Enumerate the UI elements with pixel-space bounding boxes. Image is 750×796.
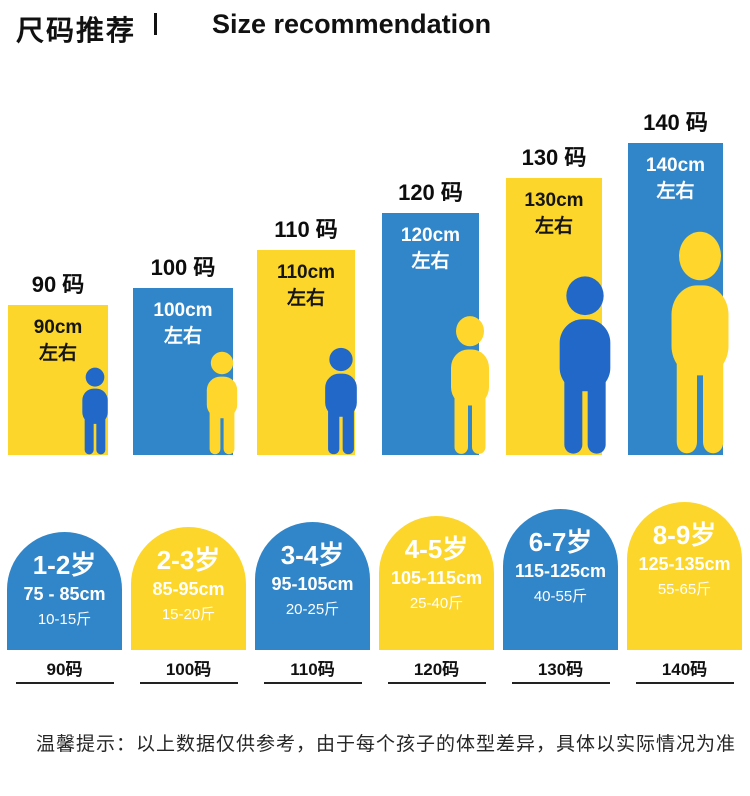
bar-approx: 左右 <box>38 342 77 364</box>
page-title-en: Size recommendation <box>212 9 492 39</box>
dome-height-range: 75 - 85cm <box>23 584 106 604</box>
header-divider <box>154 13 157 35</box>
bar-height-text: 120cm 左右 <box>382 213 479 274</box>
bar-size-label-90: 90 码 <box>31 272 85 297</box>
disclaimer-note: 温馨提示：以上数据仅供参考，由于每个孩子的体型差异，具体以实际情况为准 <box>36 734 737 755</box>
age-dome-2-3: 2-3岁 85-95cm 15-20斤 <box>131 527 246 650</box>
child-figure-icon <box>440 315 500 455</box>
child-figure-icon <box>198 351 246 455</box>
age-dome-3-4: 3-4岁 95-105cm 20-25斤 <box>255 522 370 650</box>
dome-size-label-100: 100码 <box>165 660 212 679</box>
dome-age: 4-5岁 <box>404 534 469 564</box>
dome-age: 1-2岁 <box>32 550 97 580</box>
dome-height-range: 85-95cm <box>152 579 225 599</box>
dome-weight-range: 20-25斤 <box>285 601 340 618</box>
size-underline <box>264 682 362 684</box>
age-dome-4-5: 4-5岁 105-115cm 25-40斤 <box>379 516 494 650</box>
bar-approx: 左右 <box>411 250 450 272</box>
size-underline <box>636 682 734 684</box>
dome-height-range: 95-105cm <box>271 574 354 594</box>
bar-height-text: 140cm 左右 <box>628 143 723 204</box>
dome-age: 6-7岁 <box>528 527 593 557</box>
bar-size-label-140: 140 码 <box>643 110 708 135</box>
bar-approx: 左右 <box>286 287 325 309</box>
dome-size-label-120: 120码 <box>413 660 460 679</box>
dome-size-label-140: 140码 <box>661 660 708 679</box>
bar-approx: 左右 <box>656 180 695 202</box>
child-figure-icon <box>316 347 366 455</box>
dome-age: 2-3岁 <box>156 545 221 575</box>
dome-size-label-110: 110码 <box>290 660 335 679</box>
bar-cm: 130cm <box>524 190 584 211</box>
dome-weight-range: 25-40斤 <box>409 595 464 612</box>
child-figure-icon <box>545 275 625 455</box>
bar-cm: 100cm <box>153 300 213 321</box>
dome-size-label-90: 90码 <box>46 660 83 679</box>
dome-height-range: 105-115cm <box>390 568 483 588</box>
bar-size-label-130: 130 码 <box>521 145 587 170</box>
age-dome-1-2: 1-2岁 75 - 85cm 10-15斤 <box>7 532 122 650</box>
size-underline <box>512 682 610 684</box>
dome-age: 3-4岁 <box>280 540 345 570</box>
dome-weight-range: 10-15斤 <box>37 611 92 628</box>
bar-size-label-120: 120 码 <box>398 180 463 205</box>
dome-weight-range: 55-65斤 <box>657 581 712 598</box>
dome-weight-range: 40-55斤 <box>533 588 588 605</box>
bar-height-text: 90cm 左右 <box>8 305 108 366</box>
size-underline <box>388 682 486 684</box>
dome-age: 8-9岁 <box>652 520 717 550</box>
page-title-zh: 尺码推荐 <box>16 15 137 46</box>
bar-height-text: 100cm 左右 <box>133 288 233 349</box>
child-figure-icon <box>75 367 115 455</box>
bar-cm: 90cm <box>33 317 83 338</box>
bar-cm: 120cm <box>400 225 461 246</box>
age-dome-8-9: 8-9岁 125-135cm 55-65斤 <box>627 502 742 650</box>
bar-cm: 110cm <box>276 262 336 283</box>
dome-height-range: 125-135cm <box>638 554 731 574</box>
child-figure-icon <box>655 230 745 455</box>
bar-height-text: 110cm 左右 <box>257 250 355 311</box>
size-underline <box>140 682 238 684</box>
age-dome-6-7: 6-7岁 115-125cm 40-55斤 <box>503 509 618 650</box>
dome-size-label-130: 130码 <box>537 660 584 679</box>
bar-130: 130cm 左右 <box>506 178 602 455</box>
bar-cm: 140cm <box>645 155 706 176</box>
bar-size-label-110: 110 码 <box>274 217 338 242</box>
bar-size-label-100: 100 码 <box>150 255 216 280</box>
bar-approx: 左右 <box>534 215 573 237</box>
dome-weight-range: 15-20斤 <box>161 606 216 623</box>
size-underline <box>16 682 114 684</box>
bar-approx: 左右 <box>163 325 202 347</box>
dome-height-range: 115-125cm <box>514 561 607 581</box>
bar-height-text: 130cm 左右 <box>506 178 602 239</box>
